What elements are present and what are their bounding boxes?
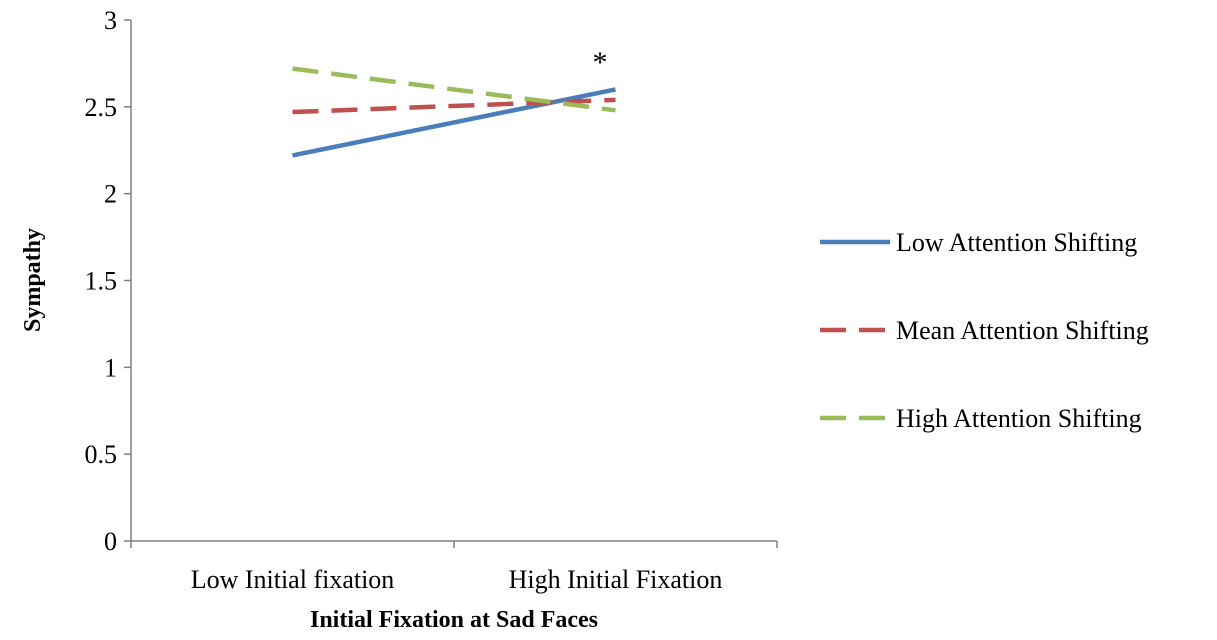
x-tick-label: High Initial Fixation: [509, 565, 723, 594]
series-line: [292, 66, 616, 113]
y-tick-label: 3: [104, 6, 117, 35]
x-axis: [130, 540, 778, 548]
legend-label: Mean Attention Shifting: [896, 316, 1149, 345]
y-tick-label: 2: [104, 180, 117, 209]
x-axis-title: Initial Fixation at Sad Faces: [310, 607, 598, 633]
legend: Low Attention Shifting Mean Attention Shi…: [820, 228, 1149, 433]
annotation-asterisk: *: [593, 46, 608, 79]
y-tick-label: 1: [104, 353, 117, 382]
y-tick-label: 0: [104, 527, 117, 556]
series-line: [292, 97, 616, 115]
y-ticks: 0 0.5 1 1.5 2 2.5 3: [85, 6, 131, 556]
x-ticks: Low Initial fixation High Initial Fixatio…: [191, 565, 723, 594]
series-line: [292, 87, 616, 158]
y-tick-label: 1.5: [85, 267, 118, 296]
legend-label: Low Attention Shifting: [896, 228, 1137, 257]
y-axis-title: Sympathy: [20, 228, 46, 332]
legend-label: High Attention Shifting: [896, 404, 1142, 433]
series-lines: [292, 66, 616, 158]
x-tick-label: Low Initial fixation: [191, 565, 395, 594]
y-tick-label: 2.5: [85, 93, 118, 122]
y-tick-label: 0.5: [85, 440, 118, 469]
